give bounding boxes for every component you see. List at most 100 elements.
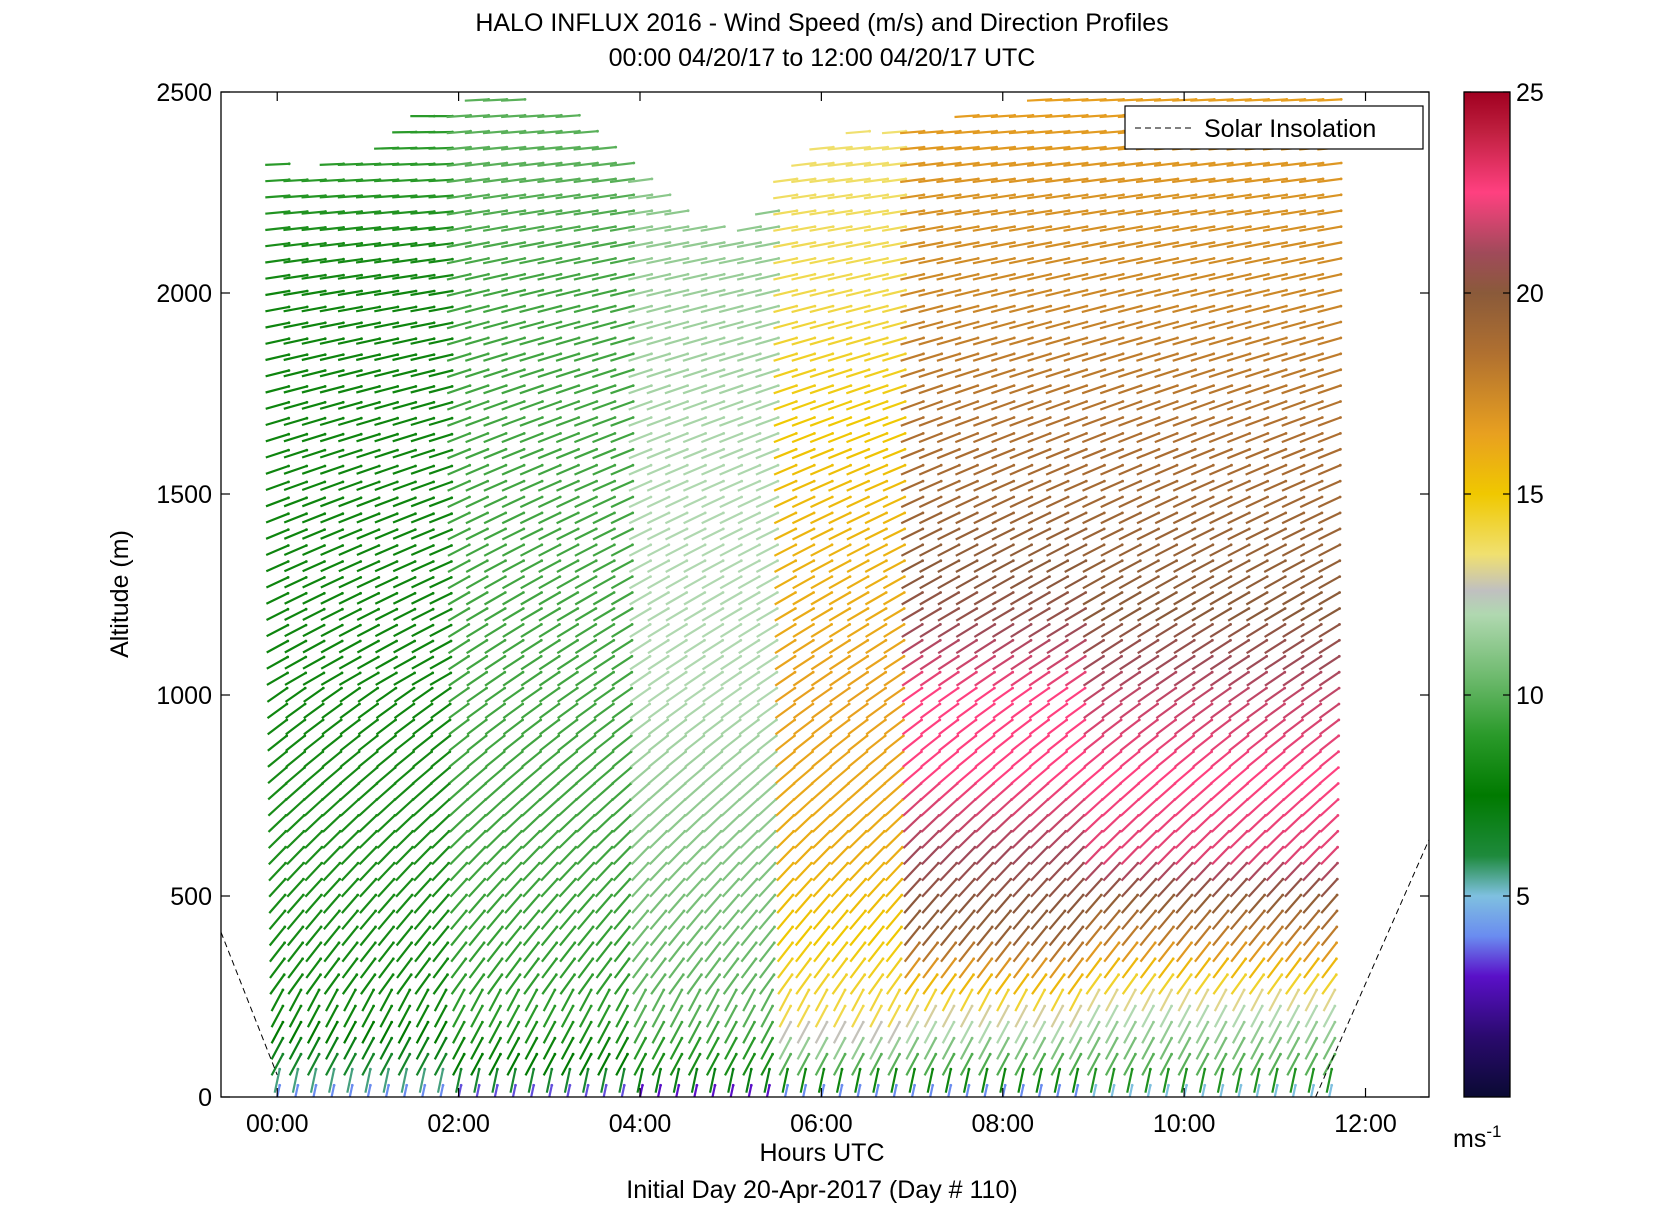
- wind-barb-head: [577, 272, 581, 276]
- wind-barb-head: [940, 304, 944, 308]
- wind-barb: [284, 592, 307, 605]
- wind-barb-head: [843, 1052, 847, 1056]
- wind-barb-head: [360, 226, 364, 229]
- wind-barb-head: [849, 225, 853, 229]
- wind-barb: [540, 862, 559, 882]
- wind-barb-head: [464, 909, 468, 913]
- wind-barb: [410, 226, 435, 232]
- wind-barb-head: [682, 909, 686, 913]
- wind-barb: [500, 98, 526, 102]
- wind-barb-head: [794, 527, 798, 531]
- wind-barb-head: [957, 591, 961, 594]
- wind-barb: [428, 433, 453, 443]
- wind-barb: [464, 114, 489, 119]
- wind-barb-head: [827, 957, 830, 961]
- wind-barb-head: [775, 654, 779, 658]
- wind-barb-head: [698, 1052, 702, 1056]
- wind-barb: [539, 734, 560, 752]
- wind-barb: [397, 1037, 411, 1060]
- wind-barb-head: [958, 463, 961, 467]
- wind-barb-head: [501, 909, 504, 913]
- wind-barb-head: [432, 353, 436, 356]
- wind-barb: [519, 161, 544, 167]
- wind-barb-head: [958, 209, 962, 213]
- wind-barb-head: [976, 225, 980, 229]
- wind-barb-head: [976, 416, 980, 419]
- wind-barb-head: [938, 638, 942, 642]
- wind-barb: [503, 782, 523, 801]
- wind-barb-head: [721, 575, 725, 578]
- wind-barb: [337, 385, 362, 394]
- wind-barb-head: [849, 479, 852, 483]
- wind-barb-head: [939, 479, 943, 483]
- wind-barb-head: [305, 544, 308, 547]
- wind-barb: [521, 814, 541, 833]
- wind-barb: [355, 242, 380, 248]
- wind-barb-head: [305, 257, 309, 261]
- wind-barb-head: [504, 527, 507, 531]
- wind-barb: [430, 750, 451, 768]
- wind-barb-head: [395, 512, 399, 516]
- wind-barb-head: [577, 463, 580, 467]
- wind-barb-head: [284, 845, 287, 849]
- wind-barb-head: [954, 893, 958, 897]
- wind-barb-head: [704, 304, 708, 308]
- wind-barb: [374, 258, 399, 264]
- wind-barb-head: [630, 638, 634, 642]
- wind-barb-head: [659, 1083, 662, 1087]
- wind-barb: [283, 337, 308, 345]
- wind-barb: [340, 830, 360, 849]
- wind-barb-head: [990, 925, 994, 929]
- wind-barb: [301, 449, 326, 459]
- wind-barb-head: [646, 861, 650, 865]
- wind-barb-head: [646, 941, 649, 945]
- wind-barb-head: [595, 495, 598, 499]
- wind-barb-head: [612, 607, 616, 610]
- wind-barb: [519, 225, 544, 232]
- wind-barb: [343, 1005, 357, 1028]
- wind-barb-head: [830, 623, 833, 626]
- wind-barb: [322, 878, 341, 898]
- wind-barb: [522, 910, 540, 931]
- wind-barb-head: [922, 241, 926, 244]
- wind-barb-head: [686, 384, 689, 387]
- wind-barb-head: [342, 337, 345, 341]
- wind-barb-head: [758, 336, 762, 340]
- wind-barb-head: [462, 1036, 466, 1040]
- wind-barb-head: [845, 973, 848, 977]
- wind-barb-head: [377, 576, 381, 579]
- wind-barb: [520, 591, 543, 606]
- wind-barb-head: [1013, 209, 1016, 213]
- wind-barb-head: [282, 973, 286, 977]
- wind-barb-head: [395, 544, 399, 547]
- wind-barb: [330, 1085, 336, 1097]
- wind-barb-head: [1003, 1083, 1007, 1087]
- wind-barb-head: [831, 209, 835, 213]
- wind-barb: [341, 894, 359, 914]
- wind-barb: [421, 1085, 426, 1097]
- wind-barb-head: [395, 607, 399, 611]
- wind-barb-head: [866, 543, 870, 547]
- wind-barb-head: [431, 560, 435, 563]
- wind-barb-head: [913, 1067, 916, 1071]
- wind-barb: [374, 449, 398, 459]
- wind-barb: [355, 258, 380, 264]
- wind-barb: [394, 814, 414, 833]
- wind-barb: [449, 830, 468, 849]
- wind-barb-head: [776, 543, 779, 547]
- wind-barb: [377, 894, 395, 914]
- wind-barb-head: [809, 957, 812, 961]
- wind-barb: [446, 257, 471, 265]
- wind-barb-head: [450, 464, 454, 468]
- wind-barb-head: [902, 607, 906, 610]
- wind-barb-head: [666, 638, 670, 642]
- wind-barb: [524, 1021, 538, 1044]
- wind-barb-head: [939, 543, 943, 547]
- wind-barb-head: [686, 447, 689, 451]
- wind-barb-head: [1011, 591, 1015, 594]
- wind-barb: [433, 1021, 448, 1044]
- wind-barb-head: [813, 304, 817, 308]
- wind-barb: [374, 194, 399, 199]
- wind-barb-head: [423, 1083, 427, 1087]
- wind-barb-head: [867, 495, 870, 499]
